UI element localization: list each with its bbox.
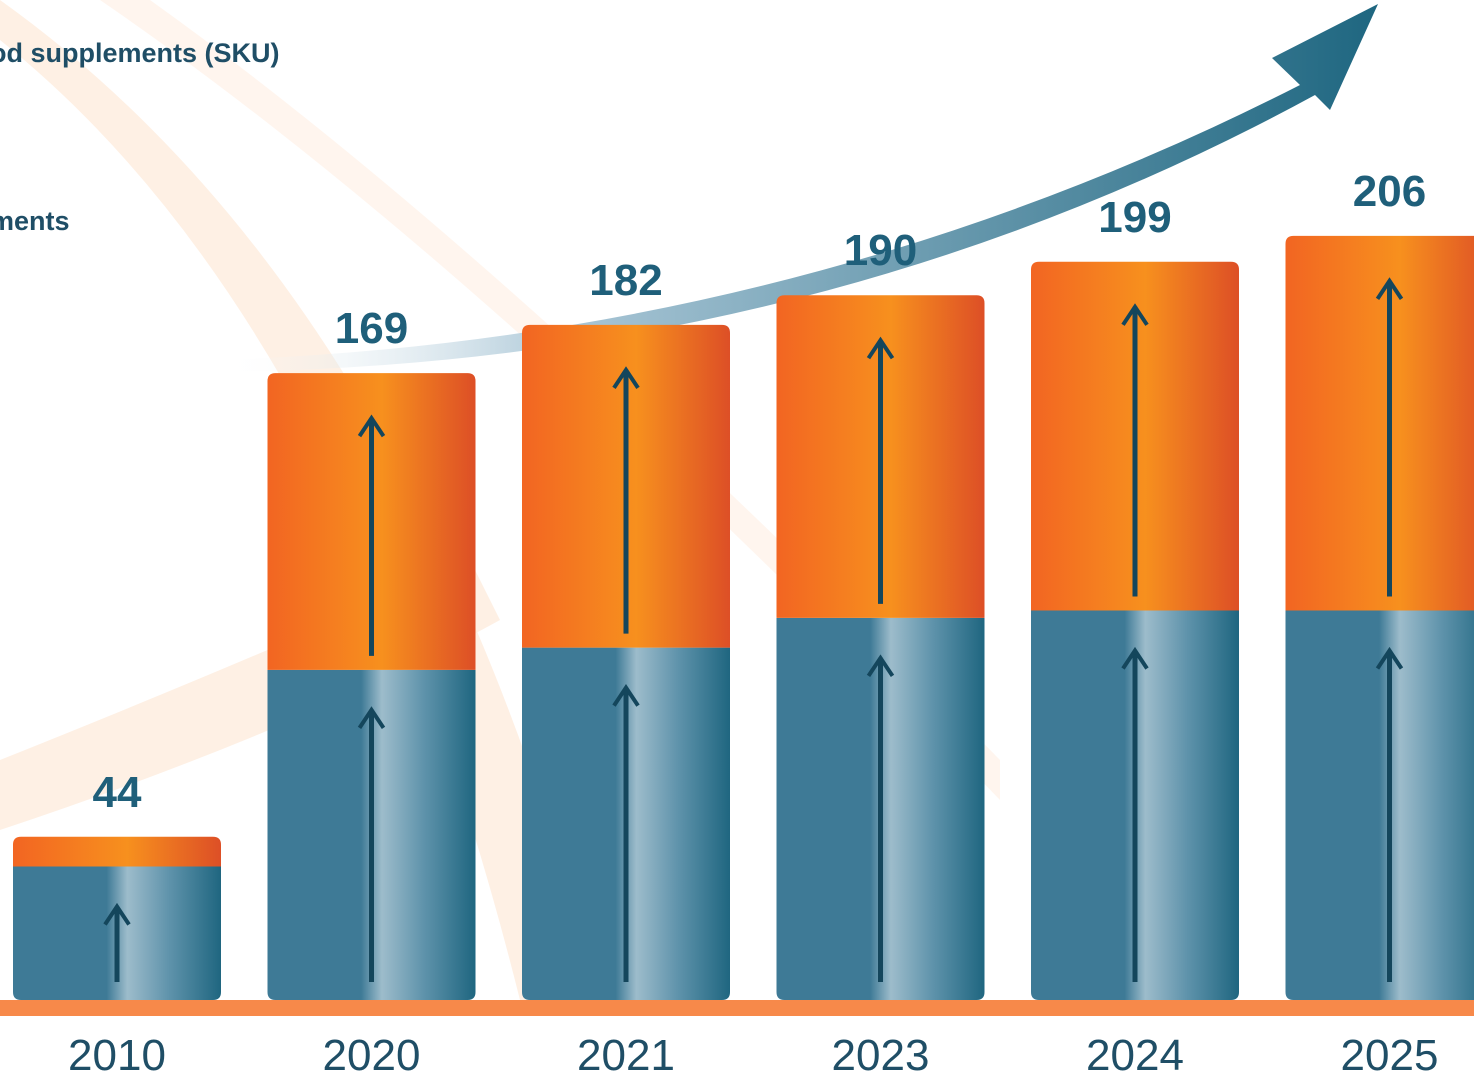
x-tick-label: 2010	[68, 1031, 166, 1078]
value-label: 199	[1098, 193, 1171, 242]
value-label: 44	[93, 768, 142, 817]
x-tick-label: 2024	[1086, 1031, 1184, 1078]
value-label: 206	[1353, 167, 1426, 216]
page: od supplements (SKU) ments 2010 44 2020 169…	[0, 0, 1474, 1078]
bar-segment	[1286, 611, 1474, 1001]
value-label: 182	[589, 256, 662, 305]
chart: od supplements (SKU) ments 2010 44 2020 169…	[0, 0, 1474, 1078]
x-tick-label: 2023	[832, 1031, 930, 1078]
x-tick-label: 2020	[323, 1031, 421, 1078]
x-tick-label: 2021	[577, 1031, 675, 1078]
bar-segment	[13, 837, 221, 867]
value-label: 190	[844, 226, 917, 275]
chart-title: od supplements (SKU)	[0, 38, 280, 68]
value-label: 169	[335, 304, 408, 353]
baseline-strip	[0, 1000, 1474, 1016]
legend-text: ments	[0, 206, 70, 236]
x-tick-label: 2025	[1341, 1031, 1439, 1078]
